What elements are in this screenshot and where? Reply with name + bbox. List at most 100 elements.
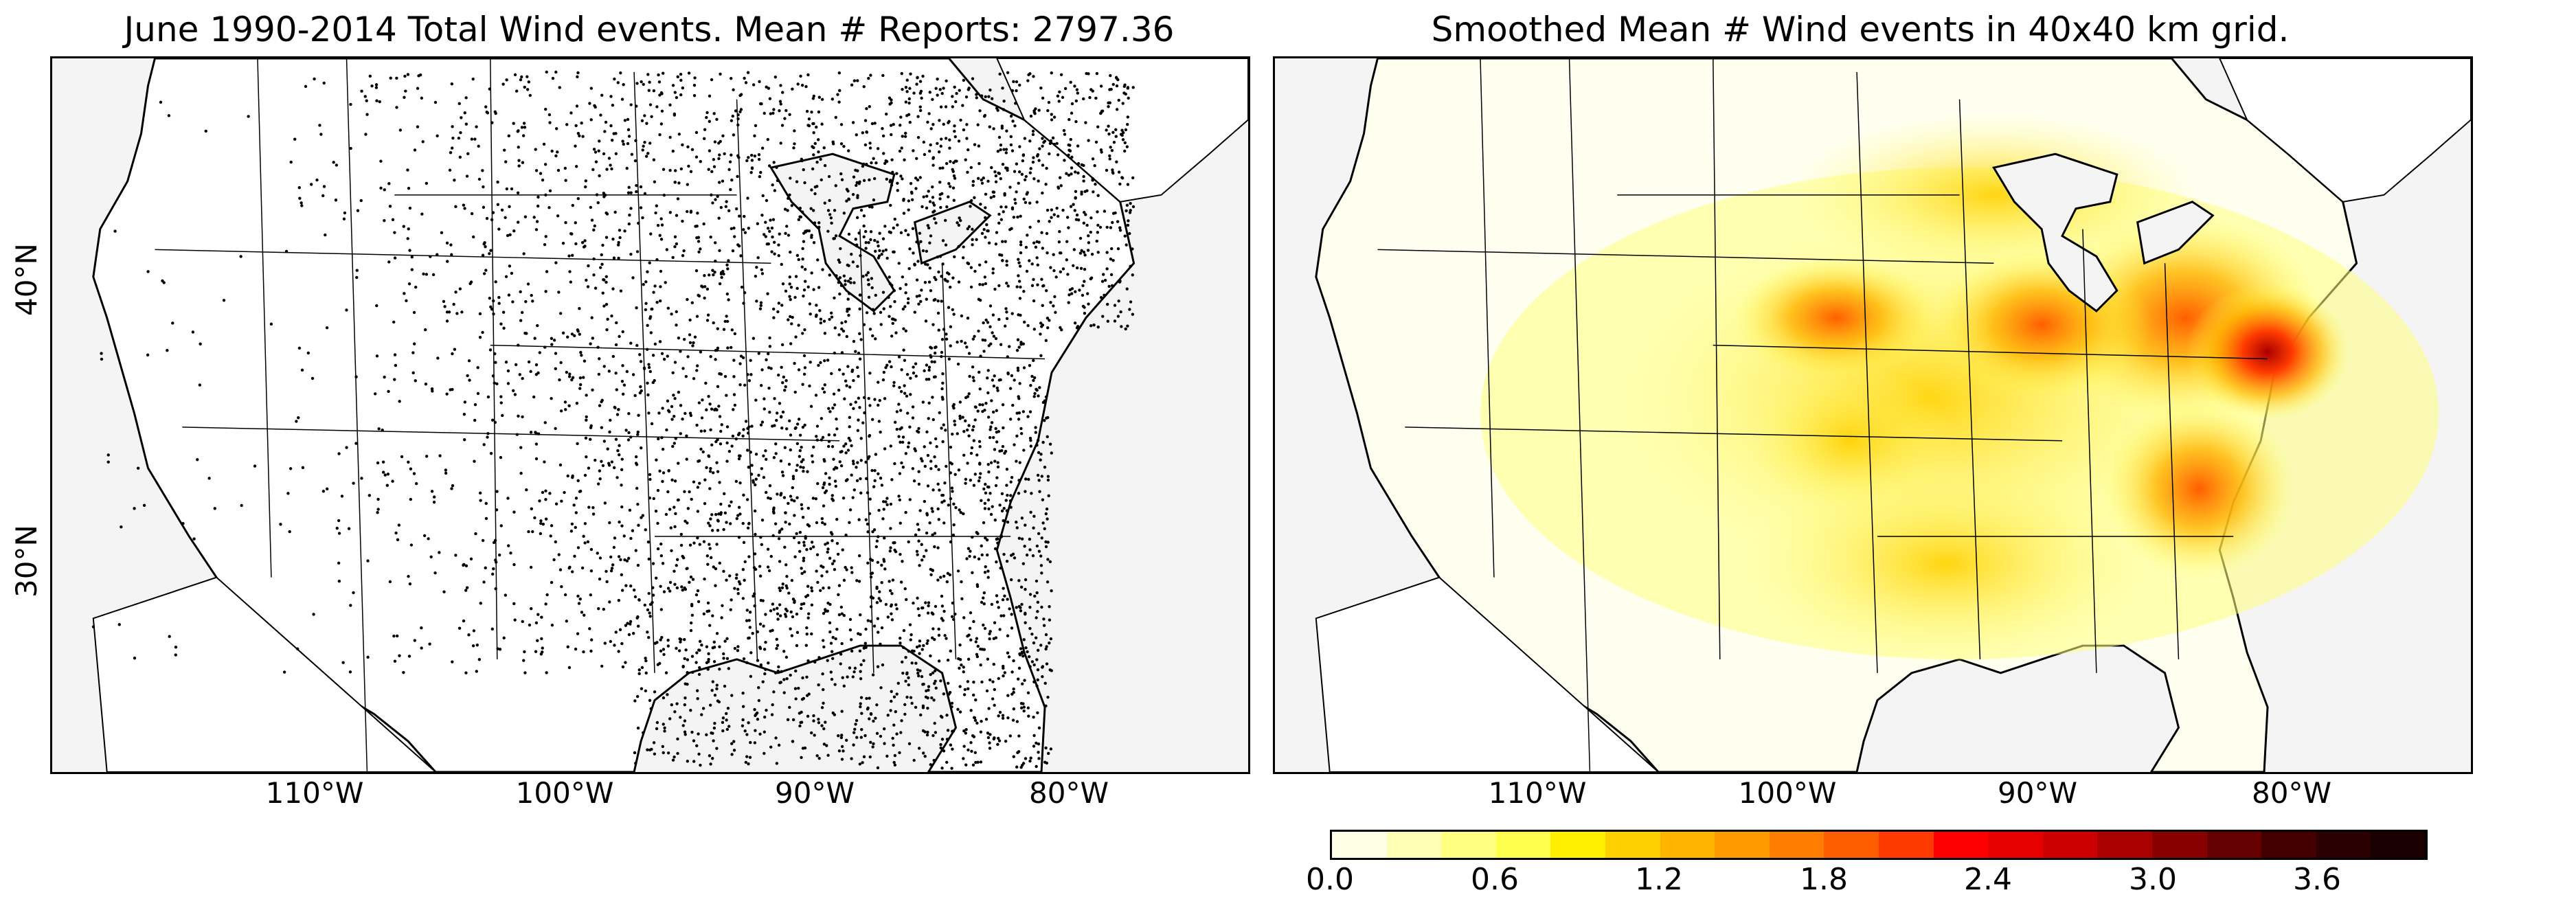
wind-report-point	[904, 329, 908, 332]
wind-report-point	[580, 121, 583, 125]
wind-report-point	[927, 401, 931, 405]
wind-report-point	[789, 342, 793, 345]
wind-report-point	[710, 193, 713, 197]
wind-report-point	[858, 406, 861, 409]
wind-report-point	[658, 340, 662, 343]
wind-report-point	[671, 758, 675, 762]
wind-report-point	[494, 558, 497, 562]
wind-report-point	[499, 395, 503, 398]
wind-report-point	[859, 736, 863, 739]
wind-report-point	[597, 372, 601, 376]
wind-report-point	[963, 341, 967, 345]
wind-report-point	[611, 354, 615, 359]
wind-report-point	[862, 224, 866, 228]
wind-report-point	[866, 491, 870, 495]
wind-report-point	[1001, 87, 1004, 90]
wind-report-point	[627, 556, 631, 560]
wind-report-point	[727, 504, 731, 508]
wind-report-point	[917, 613, 921, 617]
wind-report-point	[802, 541, 806, 544]
wind-report-point	[964, 419, 967, 422]
wind-report-point	[349, 604, 352, 607]
wind-report-point	[683, 519, 687, 523]
wind-report-point	[790, 204, 793, 207]
wind-report-point	[602, 304, 606, 308]
wind-report-point	[958, 685, 962, 688]
wind-report-point	[817, 150, 820, 154]
wind-report-point	[852, 175, 856, 179]
wind-report-point	[494, 361, 497, 364]
wind-report-point	[755, 265, 758, 269]
wind-report-point	[541, 490, 545, 495]
wind-report-point	[675, 702, 679, 705]
wind-report-point	[782, 691, 786, 694]
wind-report-point	[1116, 247, 1120, 251]
wind-report-point	[770, 226, 774, 230]
wind-report-point	[966, 462, 969, 465]
wind-report-point	[619, 289, 623, 293]
wind-report-point	[703, 501, 707, 506]
wind-report-point	[856, 365, 859, 370]
wind-report-point	[761, 680, 765, 683]
wind-report-point	[752, 83, 756, 87]
wind-report-point	[1085, 223, 1089, 227]
wind-report-point	[732, 375, 736, 378]
wind-report-point	[1002, 674, 1005, 678]
wind-report-point	[958, 508, 961, 512]
wind-report-point	[743, 560, 747, 564]
wind-report-point	[391, 479, 394, 483]
wind-report-point	[906, 411, 909, 415]
wind-report-point	[631, 276, 635, 280]
wind-report-point	[1030, 284, 1035, 287]
wind-report-point	[453, 179, 456, 182]
wind-report-point	[644, 155, 648, 158]
wind-report-point	[819, 157, 822, 161]
wind-report-point	[765, 85, 768, 89]
wind-report-point	[892, 760, 896, 764]
wind-report-point	[301, 466, 305, 470]
wind-report-point	[889, 709, 892, 712]
wind-report-point	[670, 405, 674, 409]
wind-report-point	[1107, 284, 1111, 288]
wind-report-point	[973, 143, 977, 146]
wind-report-point	[1044, 183, 1048, 186]
wind-report-point	[873, 468, 877, 473]
wind-report-point	[848, 508, 852, 512]
wind-report-point	[841, 497, 846, 500]
wind-report-point	[834, 115, 837, 120]
wind-report-point	[1058, 90, 1061, 94]
wind-report-point	[816, 481, 820, 486]
wind-report-point	[923, 281, 927, 284]
wind-report-point	[1109, 247, 1114, 251]
wind-report-point	[765, 490, 768, 495]
wind-report-point	[924, 695, 928, 699]
wind-report-point	[903, 712, 907, 716]
wind-report-point	[716, 470, 720, 473]
wind-report-point	[1042, 617, 1046, 621]
wind-report-point	[859, 663, 863, 666]
wind-report-point	[896, 681, 900, 685]
wind-report-point	[806, 470, 809, 473]
wind-report-point	[893, 462, 896, 466]
wind-report-point	[1010, 312, 1014, 315]
wind-report-point	[884, 500, 888, 503]
wind-report-point	[507, 134, 511, 138]
wind-report-point	[898, 498, 902, 502]
wind-report-point	[1002, 507, 1006, 510]
wind-report-point	[821, 268, 824, 271]
wind-report-point	[775, 762, 779, 765]
wind-report-point	[321, 490, 326, 493]
wind-report-point	[800, 159, 804, 163]
wind-report-point	[610, 314, 613, 318]
wind-report-point	[715, 687, 719, 690]
wind-report-point	[916, 76, 919, 80]
wind-report-point	[831, 98, 834, 101]
wind-report-point	[497, 295, 501, 299]
wind-report-point	[196, 458, 199, 462]
wind-report-point	[926, 639, 929, 643]
wind-report-point	[1082, 163, 1085, 168]
wind-report-point	[806, 584, 810, 588]
wind-report-point	[962, 757, 965, 760]
wind-report-point	[900, 368, 903, 372]
wind-report-point	[1031, 160, 1035, 164]
